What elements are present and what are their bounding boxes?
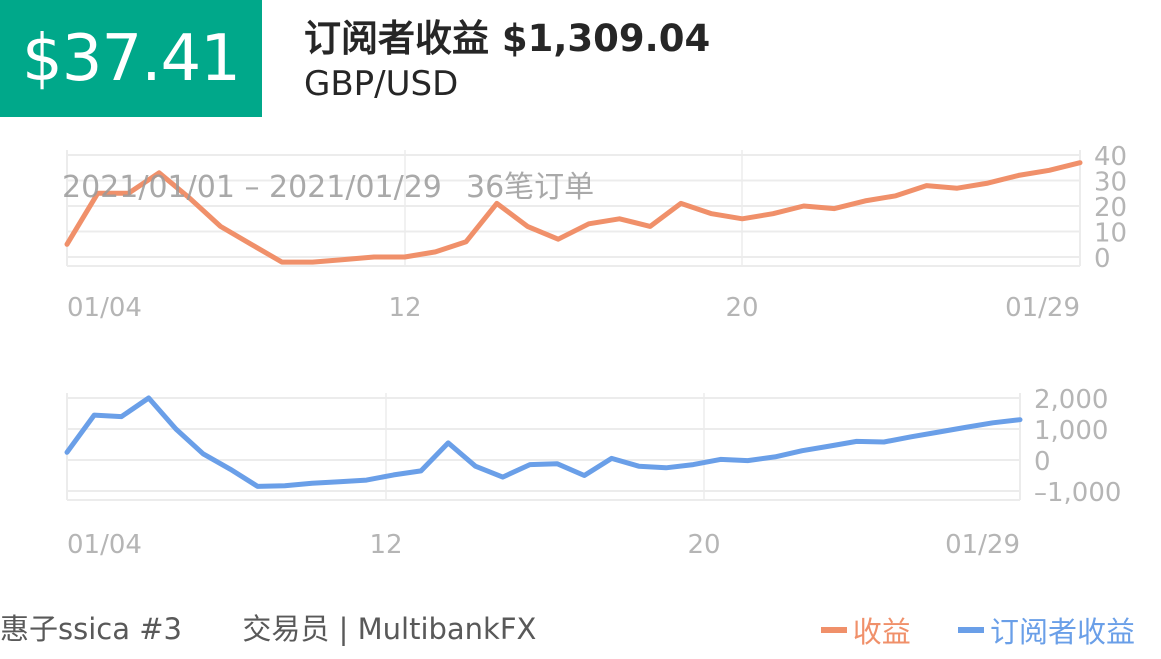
series-line: [64, 160, 1083, 265]
chart-legend: 收益 订阅者收益: [783, 606, 1135, 651]
y-tick-label: 1,000: [1034, 416, 1108, 446]
date-range-text: 2021/01/01 – 2021/01/29: [62, 170, 442, 205]
subscriber-revenue-headline: 订阅者收益 $1,309.04: [304, 17, 711, 60]
series-line: [64, 395, 1023, 489]
x-tick-label: 01/04: [67, 293, 142, 323]
trader-name: 惠子ssica #3: [0, 612, 182, 646]
y-tick-label: 20: [1094, 193, 1127, 223]
y-tick-label: 10: [1094, 219, 1127, 249]
x-tick-label: 20: [687, 530, 720, 560]
currency-pair: GBP/USD: [304, 64, 459, 104]
x-tick-label: 01/29: [945, 530, 1020, 560]
legend-item-subscriber: 订阅者收益: [957, 609, 1135, 651]
y-tick-label: 0: [1034, 447, 1051, 477]
trader-info: 惠子ssica #3 交易员 | MultibankFX: [0, 606, 536, 648]
x-tick-label: 12: [388, 293, 421, 323]
x-tick-label: 12: [369, 530, 402, 560]
legend-item-revenue: 收益: [820, 609, 911, 651]
y-tick-label: 30: [1094, 168, 1127, 198]
revenue-swatch: [820, 627, 847, 633]
legend-label-revenue: 收益: [852, 615, 911, 649]
y-tick-label: 0: [1094, 244, 1111, 274]
order-count-text: 36笔订单: [466, 170, 594, 205]
trader-role: 交易员 | MultibankFX: [242, 612, 537, 646]
x-tick-label: 01/29: [1005, 293, 1080, 323]
subscriber-swatch: [957, 627, 984, 633]
y-tick-label: 40: [1094, 142, 1127, 172]
x-tick-label: 20: [725, 293, 758, 323]
y-tick-label: 2,000: [1034, 385, 1108, 415]
y-tick-label: –1,000: [1034, 478, 1121, 508]
x-tick-label: 01/04: [67, 530, 142, 560]
legend-label-subscriber: 订阅者收益: [989, 615, 1135, 649]
price-value: $37.41: [22, 21, 241, 96]
price-badge: $37.41: [0, 0, 262, 117]
